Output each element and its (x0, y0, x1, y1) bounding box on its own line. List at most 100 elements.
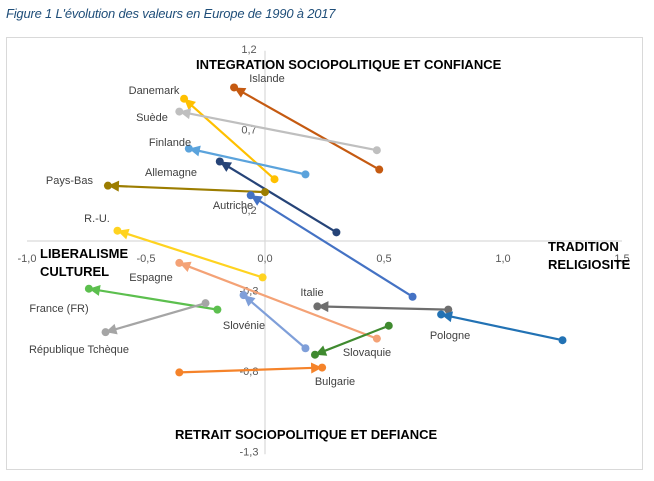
series-line (250, 194, 414, 298)
point-1990 (558, 336, 567, 345)
data-label-islande: Islande (249, 73, 284, 85)
x-label-left-line1: LIBERALISME (40, 246, 128, 261)
series-allemagne (215, 157, 341, 237)
series-layer (84, 83, 567, 377)
y-tick-label: -1,3 (240, 446, 259, 458)
point-1990 (258, 273, 267, 282)
data-label-republique-tcheque: République Tchèque (29, 344, 129, 356)
data-label-pologne: Pologne (430, 330, 470, 342)
data-label-italie: Italie (300, 287, 323, 299)
series-line (105, 302, 206, 334)
arrowhead (219, 161, 233, 172)
point-1990 (332, 228, 341, 237)
y-label-top: INTEGRATION SOCIOPOLITIQUE ET CONFIANCE (196, 57, 502, 72)
y-tick-label: 0,7 (241, 124, 256, 136)
x-label-right-line1: TRADITION (548, 239, 619, 254)
series-finlande (184, 144, 310, 179)
series-suede (175, 107, 381, 155)
series-line (88, 287, 218, 311)
arrowhead (107, 180, 120, 192)
series-slovenie (239, 291, 310, 353)
series-line (440, 313, 563, 342)
series-bulgarie (175, 362, 327, 377)
series-line (314, 324, 390, 356)
series-line (107, 184, 266, 194)
series-france-fr (84, 284, 222, 314)
series-line (317, 305, 449, 311)
point-1990 (301, 170, 310, 179)
figure-title: Figure 1 L'évolution des valeurs en Euro… (6, 6, 336, 21)
data-label-pays-bas: Pays-Bas (46, 175, 94, 187)
x-tick-label: 0,0 (257, 253, 272, 265)
point-1990 (213, 305, 222, 314)
arrowhead (234, 87, 247, 98)
arrowhead (179, 108, 192, 120)
series-line (233, 86, 380, 171)
x-tick-label: -1,0 (18, 253, 37, 265)
arrowhead (117, 228, 130, 240)
y-tick-label: 0,2 (241, 205, 256, 217)
point-1990 (201, 299, 210, 308)
arrowhead (317, 301, 329, 313)
data-labels: Islande Danemark Suède Finlande Allemagne Pay… (29, 73, 470, 388)
x-label-right-line2: RELIGIOSITE (548, 257, 631, 272)
data-label-r-u: R.-U. (84, 213, 110, 225)
series-line (179, 366, 323, 374)
arrowhead (105, 323, 118, 335)
y-label-bottom: RETRAIT SOCIOPOLITIQUE ET DEFIANCE (175, 427, 438, 442)
x-label-left-line2: CULTUREL (40, 264, 109, 279)
series-line (117, 229, 263, 279)
data-label-danemark: Danemark (129, 85, 180, 97)
data-label-france-fr: France (FR) (29, 303, 88, 315)
series-r-u (113, 226, 267, 282)
data-label-allemagne: Allemagne (145, 167, 197, 179)
data-label-slovaquie: Slovaquie (343, 347, 391, 359)
series-line (188, 147, 306, 176)
series-danemark (180, 94, 279, 184)
data-label-slovenie: Slovénie (223, 320, 265, 332)
series-line (242, 294, 307, 350)
point-1990 (444, 305, 453, 314)
series-espagne (175, 258, 381, 343)
arrowhead (314, 345, 328, 356)
series-line (219, 160, 337, 234)
series-line (179, 110, 378, 152)
series-pologne (437, 310, 567, 345)
series-line (178, 261, 378, 340)
series-islande (230, 83, 384, 174)
point-1990 (375, 165, 384, 174)
point-1990 (408, 292, 417, 301)
arrowhead (250, 195, 263, 206)
point-1990 (372, 146, 381, 155)
quadrant-labels: INTEGRATION SOCIOPOLITIQUE ET CONFIANCE … (40, 57, 631, 442)
arrowhead (188, 145, 201, 157)
data-label-finlande: Finlande (149, 137, 191, 149)
arrowhead (441, 311, 454, 323)
series-italie (313, 301, 453, 314)
arrowhead (184, 98, 196, 111)
x-tick-label: 1,0 (495, 253, 510, 265)
series-slovaquie (310, 321, 393, 359)
point-1990 (372, 334, 381, 343)
point-1990 (301, 344, 310, 353)
point-1990 (175, 368, 184, 377)
arrowhead (179, 261, 192, 273)
x-tick-label: -0,5 (137, 253, 156, 265)
chart-frame (6, 37, 643, 470)
point-1990 (270, 175, 279, 184)
y-tick-label: -0,8 (240, 366, 259, 378)
data-label-suede: Suède (136, 112, 168, 124)
series-line (183, 97, 276, 181)
tick-labels: -1,0 -0,5 0,0 0,5 1,0 1,51,20,70,2-0,3-0,8-1,… (18, 44, 630, 458)
series-republique-tcheque (101, 299, 210, 337)
data-label-autriche: Autriche (213, 200, 253, 212)
arrowhead (88, 285, 101, 296)
point-1990 (384, 321, 393, 330)
x-tick-label: 1,5 (614, 253, 629, 265)
y-tick-label: 1,2 (241, 44, 256, 56)
series-pays-bas (103, 180, 269, 197)
arrowhead (243, 295, 256, 307)
series-autriche (246, 191, 417, 301)
point-1990 (261, 188, 269, 197)
